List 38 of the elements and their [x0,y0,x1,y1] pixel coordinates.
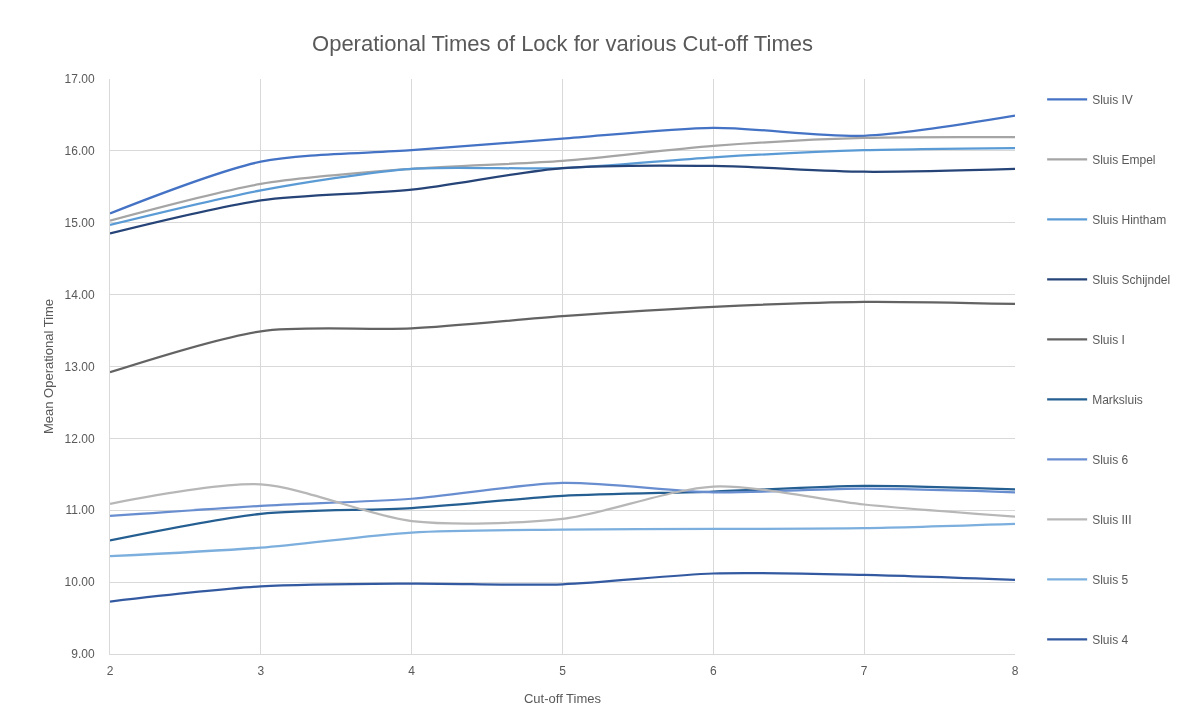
y-axis-title: Mean Operational Time [40,298,56,435]
legend-label: Sluis I [1092,332,1125,347]
y-tick-label: 13.00 [64,359,95,374]
x-tick-label: 3 [257,664,265,679]
x-tick-label: 4 [408,664,416,679]
legend-label: Sluis 6 [1092,452,1129,467]
y-tick-label: 17.00 [64,72,95,87]
y-tick-label: 12.00 [64,431,95,446]
legend-label: Marksluis [1092,392,1143,407]
line-series [110,146,1015,227]
y-tick-label: 9.00 [71,647,95,662]
legend-label: Sluis 4 [1092,632,1129,647]
x-tick-label: 8 [1011,664,1019,679]
line-series [110,135,1015,222]
legend-label: Sluis IV [1092,92,1133,107]
line-series [110,114,1015,215]
y-tick-label: 15.00 [64,215,95,230]
line-series [110,164,1015,235]
line-series [110,571,1015,603]
x-tick-label: 5 [559,664,567,679]
legend-label: Sluis Empel [1092,152,1156,167]
x-tick-label: 7 [860,664,868,679]
y-tick-label: 10.00 [64,575,95,590]
legend-label: Sluis 5 [1092,572,1129,587]
line-series [110,300,1015,374]
x-axis-title: Cut-off Times [523,691,602,706]
chart-title: Operational Times of Lock for various Cut-off Times [312,31,813,57]
legend-label: Sluis III [1092,512,1132,527]
legend-label: Sluis Schijndel [1092,272,1171,287]
legend-label: Sluis Hintham [1092,212,1167,227]
y-tick-label: 11.00 [65,503,95,518]
x-tick-label: 2 [106,664,114,679]
y-tick-label: 14.00 [64,287,95,302]
y-tick-label: 16.00 [64,144,95,159]
x-tick-label: 6 [709,664,717,679]
line-series [110,481,1015,518]
line-series [110,484,1015,542]
line-series [110,522,1015,558]
